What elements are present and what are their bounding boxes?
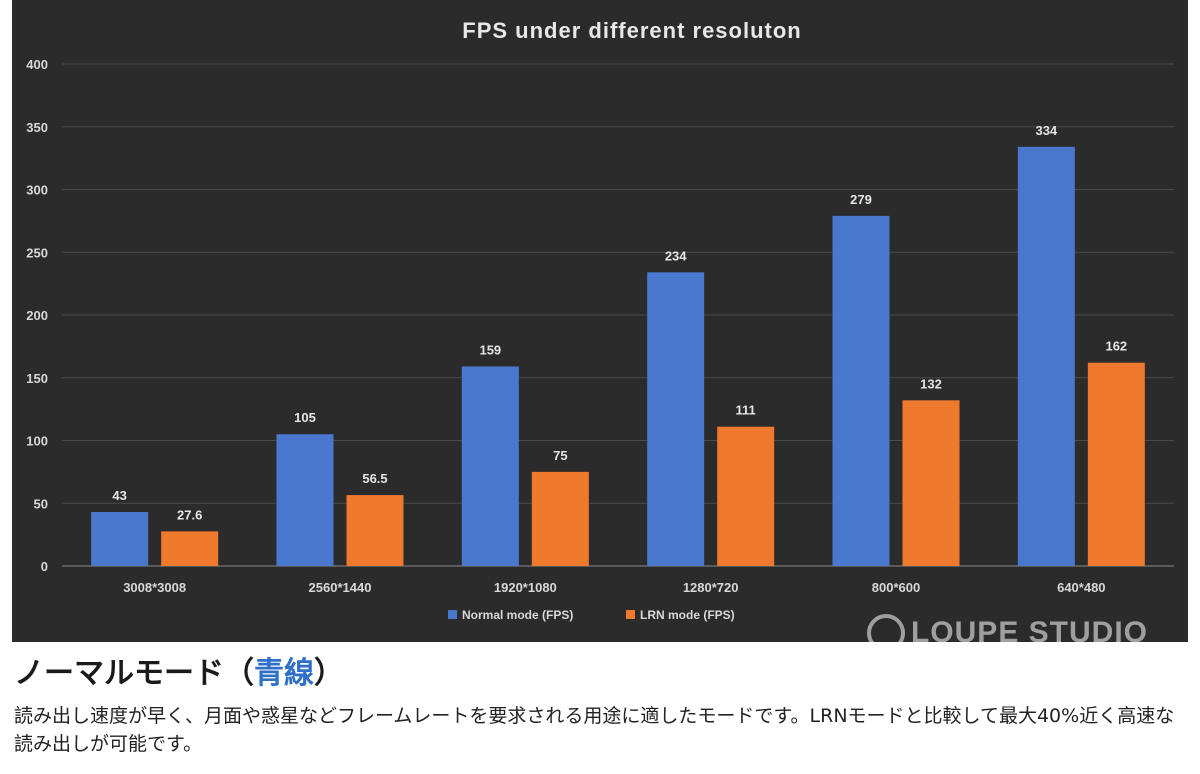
data-label: 159 <box>479 342 501 357</box>
description: 読み出し速度が早く、月面や惑星などフレームレートを要求される用途に適したモードで… <box>14 705 1175 755</box>
legend-label: LRN mode (FPS) <box>640 608 735 622</box>
bar <box>531 471 589 566</box>
x-tick-label: 800*600 <box>872 580 920 595</box>
chart-title: FPS under different resoluton <box>462 18 801 43</box>
data-label: 43 <box>112 488 126 503</box>
y-tick-label: 250 <box>26 245 48 260</box>
watermark-text: LOUPE STUDIO <box>910 616 1148 649</box>
y-tick-label: 200 <box>26 308 48 323</box>
x-tick-label: 1280*720 <box>683 580 739 595</box>
heading-text: ノーマルモード（ <box>14 656 254 691</box>
bar <box>1017 146 1075 566</box>
legend-swatch <box>448 610 457 619</box>
legend-swatch <box>626 610 635 619</box>
data-label: 279 <box>850 192 872 207</box>
bar <box>91 512 149 566</box>
legend-label: Normal mode (FPS) <box>462 608 573 622</box>
loupe-logo-icon <box>866 614 905 652</box>
data-label: 105 <box>294 410 316 425</box>
x-tick-label: 2560*1440 <box>309 580 372 595</box>
fps-bar-chart: FPS under different resoluton 0 50 100 150 20… <box>26 18 1174 622</box>
x-tick-label: 3008*3008 <box>123 580 186 595</box>
bar <box>832 215 890 567</box>
bar <box>717 426 775 566</box>
y-tick-label: 300 <box>26 183 48 198</box>
watermark: LOUPE STUDIO <box>866 614 1148 652</box>
heading-close: ） <box>314 656 344 691</box>
data-label: 111 <box>736 403 756 418</box>
chart-panel: FPS under different resoluton 0 50 100 150 20… <box>12 0 1188 652</box>
bar <box>1087 362 1145 566</box>
data-label: 334 <box>1035 123 1057 138</box>
bar <box>461 366 519 566</box>
y-tick-label: 350 <box>26 120 48 135</box>
y-tick-label: 100 <box>26 434 48 449</box>
y-tick-label: 50 <box>34 496 48 511</box>
bar <box>276 434 334 566</box>
section-heading: ノーマルモード（青線） <box>14 648 344 692</box>
bar <box>902 400 960 566</box>
data-label: 56.5 <box>362 471 387 486</box>
data-label: 27.6 <box>177 507 202 522</box>
data-label: 234 <box>665 248 687 263</box>
heading-accent: 青線 <box>254 656 314 691</box>
data-label: 75 <box>553 448 567 463</box>
bar <box>161 531 219 566</box>
x-tick-label: 1920*1080 <box>494 580 557 595</box>
y-tick-label: 150 <box>26 371 48 386</box>
x-tick-label: 640*480 <box>1057 580 1105 595</box>
bar <box>647 272 705 566</box>
data-label: 132 <box>920 376 942 391</box>
y-tick-label: 0 <box>41 559 48 574</box>
data-label: 162 <box>1105 339 1127 354</box>
y-tick-label: 400 <box>26 57 48 72</box>
bar <box>346 495 404 566</box>
